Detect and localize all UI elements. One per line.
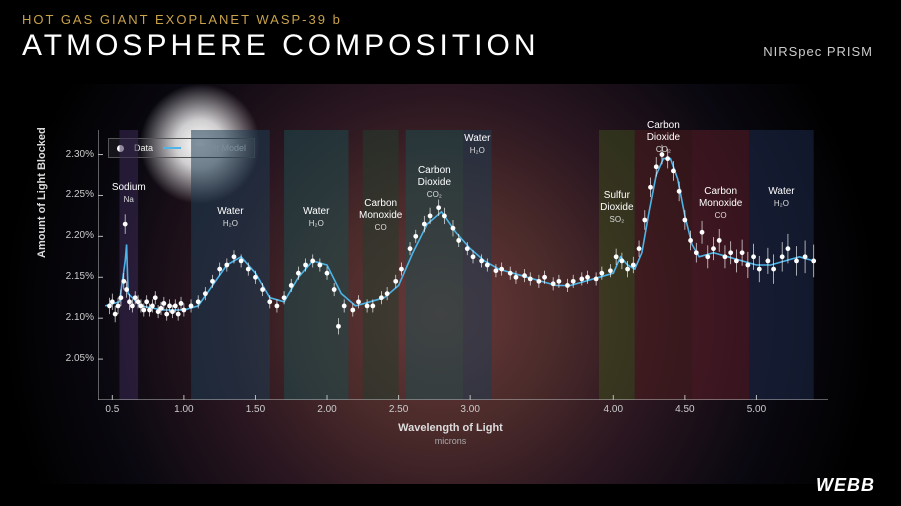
main-title: ATMOSPHERE COMPOSITION [22, 29, 879, 63]
y-tick: 2.30% [60, 149, 94, 160]
y-tick: 2.15% [60, 271, 94, 282]
x-tick: 2.00 [317, 404, 336, 415]
y-tick: 2.25% [60, 189, 94, 200]
x-axis-label-sub: microns [0, 436, 901, 446]
x-tick: 1.50 [246, 404, 265, 415]
y-tick: 2.10% [60, 312, 94, 323]
x-tick: 5.00 [747, 404, 766, 415]
instrument-label: NIRSpec PRISM [763, 44, 873, 59]
x-tick: 2.50 [389, 404, 408, 415]
y-axis-label: Amount of Light Blocked [36, 127, 48, 258]
page: HOT GAS GIANT EXOPLANET WASP-39 b ATMOSP… [0, 0, 901, 506]
webb-logo: WEBB [816, 475, 875, 496]
chart-svg [98, 130, 828, 400]
x-tick: 4.00 [604, 404, 623, 415]
x-axis-label: Wavelength of Light microns [0, 422, 901, 446]
y-tick: 2.05% [60, 353, 94, 364]
x-tick: 1.00 [174, 404, 193, 415]
x-tick: 0.5 [105, 404, 119, 415]
x-tick: 3.00 [460, 404, 479, 415]
header: HOT GAS GIANT EXOPLANET WASP-39 b ATMOSP… [22, 12, 879, 63]
x-tick: 4.50 [675, 404, 694, 415]
spectrum-chart [98, 130, 828, 400]
x-axis-label-main: Wavelength of Light [398, 422, 503, 434]
eyebrow-text: HOT GAS GIANT EXOPLANET WASP-39 b [22, 12, 879, 27]
y-tick: 2.20% [60, 230, 94, 241]
